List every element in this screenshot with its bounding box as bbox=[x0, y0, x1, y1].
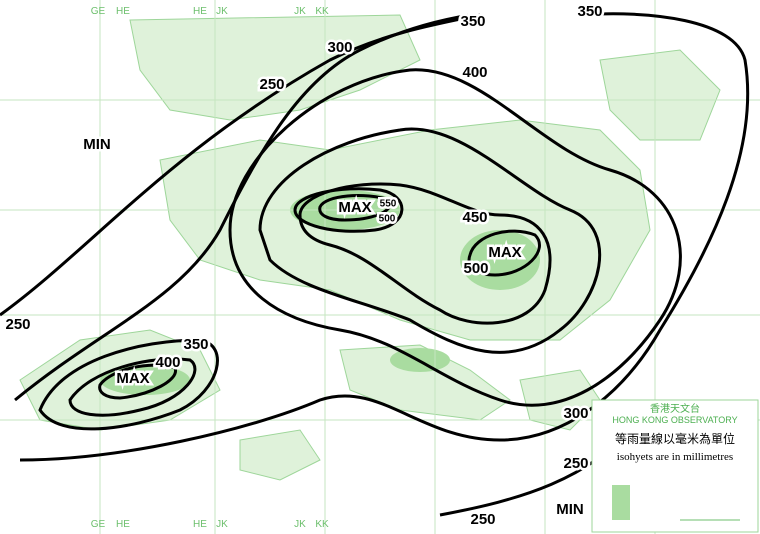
isohyet-label: 250 bbox=[5, 316, 30, 333]
isohyet-label: 300 bbox=[563, 405, 588, 422]
grid-label: HE bbox=[193, 519, 207, 530]
isohyet-label: MIN bbox=[556, 501, 584, 518]
isohyet-label: 250 bbox=[563, 455, 588, 472]
isohyet-label: MIN bbox=[83, 136, 111, 153]
legend-swatch bbox=[612, 485, 630, 520]
land bbox=[19, 14, 721, 481]
legend-note-en: isohyets are in millimetres bbox=[617, 451, 733, 463]
grid-label: HE bbox=[116, 6, 130, 17]
legend-note-zh: 等雨量線以毫米為單位 bbox=[615, 431, 735, 446]
isohyet-label: 350 bbox=[460, 13, 485, 30]
grid-label: JK bbox=[216, 6, 228, 17]
isohyet-label: 300 bbox=[327, 39, 352, 56]
grid-label: KK bbox=[315, 6, 329, 17]
grid-reference-labels: GE HE HE JK JK KK GE HE HE JK JK KK bbox=[91, 6, 329, 530]
legend-title-zh: 香港天文台 bbox=[650, 402, 700, 415]
isohyet-label: MAX bbox=[488, 244, 521, 261]
isohyet-label: 350 bbox=[183, 336, 208, 353]
grid-label: JK bbox=[216, 519, 228, 530]
grid-label: JK bbox=[294, 6, 306, 17]
grid-label: KK bbox=[315, 519, 329, 530]
isohyet-label: 250 bbox=[470, 511, 495, 528]
grid-label: HE bbox=[116, 519, 130, 530]
legend-title-en: HONG KONG OBSERVATORY bbox=[612, 415, 737, 425]
grid-label: GE bbox=[91, 519, 106, 530]
isohyet-label: 550 bbox=[380, 199, 397, 210]
legend: 香港天文台 HONG KONG OBSERVATORY 等雨量線以毫米為單位 i… bbox=[591, 399, 759, 533]
isohyet-label: MAX bbox=[116, 370, 149, 387]
isohyet-label: 350 bbox=[577, 3, 602, 20]
isohyet-label: 400 bbox=[155, 354, 180, 371]
grid-label: JK bbox=[294, 519, 306, 530]
isohyet-label: MAX bbox=[338, 199, 371, 216]
isohyet-label: 500 bbox=[379, 214, 396, 225]
isohyet-label: 400 bbox=[462, 64, 487, 81]
isohyet-label: 450 bbox=[462, 209, 487, 226]
grid-label: HE bbox=[193, 6, 207, 17]
isohyet-label: 500 bbox=[463, 260, 488, 277]
grid-label: GE bbox=[91, 6, 106, 17]
isohyet-label: 250 bbox=[259, 76, 284, 93]
